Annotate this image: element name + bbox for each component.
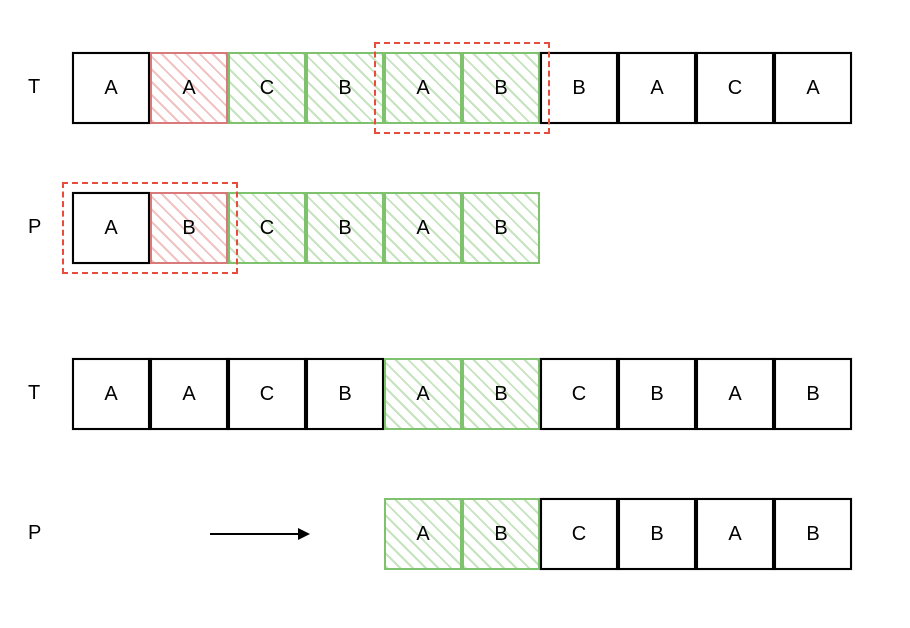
cell-p2-1: B bbox=[462, 498, 540, 570]
cell-t2-5: B bbox=[462, 358, 540, 430]
cell-t1-6: B bbox=[540, 52, 618, 124]
cell-label: A bbox=[806, 77, 819, 100]
cell-label: C bbox=[260, 217, 274, 240]
cell-label: B bbox=[650, 383, 663, 406]
cell-t2-0: A bbox=[72, 358, 150, 430]
cell-label: C bbox=[728, 77, 742, 100]
cell-label: A bbox=[416, 523, 429, 546]
cell-t1-7: A bbox=[618, 52, 696, 124]
cell-label: A bbox=[416, 77, 429, 100]
cell-t2-3: B bbox=[306, 358, 384, 430]
cell-label: A bbox=[650, 77, 663, 100]
cell-label: A bbox=[182, 383, 195, 406]
cell-label: B bbox=[338, 383, 351, 406]
cell-label: B bbox=[182, 217, 195, 240]
cell-t2-1: A bbox=[150, 358, 228, 430]
cell-label: A bbox=[104, 217, 117, 240]
cell-label: B bbox=[494, 217, 507, 240]
row-label-t2: T bbox=[28, 382, 40, 405]
cell-label: A bbox=[416, 383, 429, 406]
cell-p2-5: B bbox=[774, 498, 852, 570]
cell-t2-2: C bbox=[228, 358, 306, 430]
cell-label: B bbox=[806, 383, 819, 406]
cell-label: A bbox=[728, 523, 741, 546]
cell-t1-3: B bbox=[306, 52, 384, 124]
row-label-p2: P bbox=[28, 522, 41, 545]
cell-p1-1: B bbox=[150, 192, 228, 264]
cell-t2-4: A bbox=[384, 358, 462, 430]
cell-p2-3: B bbox=[618, 498, 696, 570]
cell-t2-8: A bbox=[696, 358, 774, 430]
cell-t1-0: A bbox=[72, 52, 150, 124]
cell-p2-4: A bbox=[696, 498, 774, 570]
cell-t2-7: B bbox=[618, 358, 696, 430]
cell-label: B bbox=[494, 77, 507, 100]
diagram-stage: T A A C B A B B A C A P A B C B A B T A A C B A B C B A B P A B C B A B bbox=[0, 0, 910, 628]
cell-label: C bbox=[572, 383, 586, 406]
cell-label: B bbox=[338, 217, 351, 240]
cell-label: C bbox=[260, 77, 274, 100]
cell-t2-9: B bbox=[774, 358, 852, 430]
row-label-p1: P bbox=[28, 216, 41, 239]
shift-arrow bbox=[210, 522, 314, 546]
cell-label: B bbox=[338, 77, 351, 100]
cell-label: A bbox=[104, 77, 117, 100]
cell-label: C bbox=[260, 383, 274, 406]
cell-t2-6: C bbox=[540, 358, 618, 430]
row-label-t1: T bbox=[28, 76, 40, 99]
cell-label: A bbox=[104, 383, 117, 406]
cell-label: B bbox=[494, 383, 507, 406]
cell-p1-0: A bbox=[72, 192, 150, 264]
cell-label: B bbox=[494, 523, 507, 546]
cell-p1-2: C bbox=[228, 192, 306, 264]
cell-p2-2: C bbox=[540, 498, 618, 570]
cell-t1-4: A bbox=[384, 52, 462, 124]
cell-label: A bbox=[416, 217, 429, 240]
cell-label: A bbox=[182, 77, 195, 100]
cell-label: A bbox=[728, 383, 741, 406]
cell-label: B bbox=[806, 523, 819, 546]
cell-t1-1: A bbox=[150, 52, 228, 124]
cell-label: C bbox=[572, 523, 586, 546]
cell-t1-2: C bbox=[228, 52, 306, 124]
cell-label: B bbox=[650, 523, 663, 546]
cell-t1-8: C bbox=[696, 52, 774, 124]
cell-p1-4: A bbox=[384, 192, 462, 264]
cell-p2-0: A bbox=[384, 498, 462, 570]
cell-p1-5: B bbox=[462, 192, 540, 264]
cell-t1-5: B bbox=[462, 52, 540, 124]
cell-t1-9: A bbox=[774, 52, 852, 124]
cell-label: B bbox=[572, 77, 585, 100]
cell-p1-3: B bbox=[306, 192, 384, 264]
